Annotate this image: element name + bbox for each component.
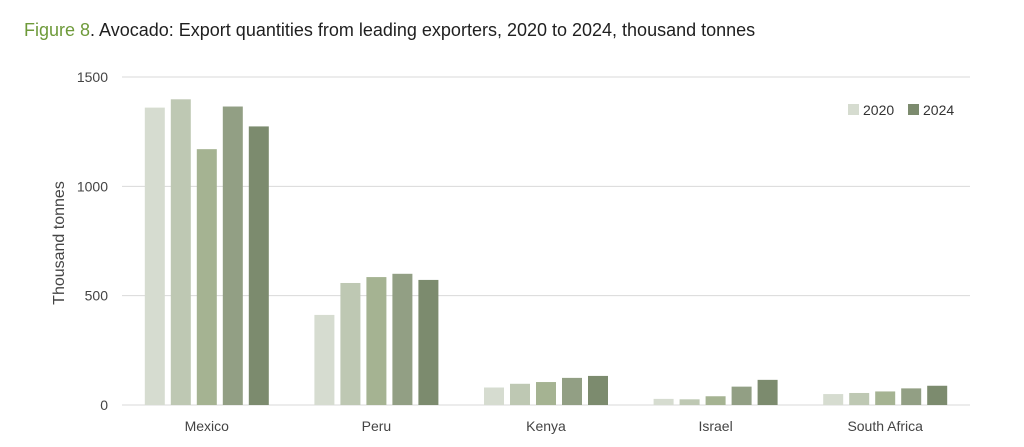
bar-mexico-4	[248, 126, 269, 405]
bar-kenya-2	[536, 382, 556, 405]
figure-title-text: . Avocado: Export quantities from leadin…	[90, 20, 756, 40]
bar-israel-0	[653, 398, 674, 405]
bar-kenya-0	[484, 387, 504, 405]
legend-label: 2024	[923, 102, 954, 118]
bar-mexico-2	[196, 149, 217, 405]
x-tick-label: Mexico	[185, 418, 230, 434]
legend-label: 2020	[863, 102, 894, 118]
x-tick-label: Kenya	[526, 418, 566, 434]
figure-label: Figure 8	[24, 20, 91, 40]
x-tick-label: Peru	[362, 418, 392, 434]
x-axis-ticks: Mexico Peru Kenya Israel South Africa	[185, 418, 924, 434]
bar-peru-0	[314, 314, 335, 405]
bar-peru-3	[392, 273, 413, 405]
bar-mexico-3	[222, 106, 243, 406]
bar-mexico-0	[144, 107, 165, 405]
y-tick-label: 1500	[77, 69, 108, 85]
bar-mexico-1	[170, 99, 191, 405]
x-tick-label: Israel	[698, 418, 732, 434]
bar-peru-4	[418, 279, 439, 405]
bar-israel-3	[731, 386, 752, 405]
bar-israel-4	[757, 379, 778, 405]
bar-south-africa-3	[901, 388, 922, 405]
bar-peru-1	[340, 282, 361, 405]
bar-peru-2	[366, 277, 387, 405]
bar-kenya-3	[562, 377, 582, 405]
y-tick-label: 0	[100, 397, 108, 413]
bar-kenya-1	[510, 383, 530, 405]
bar-kenya-4	[588, 375, 608, 405]
bar-israel-2	[705, 396, 726, 405]
figure-title: Figure 8. Avocado: Export quantities fro…	[24, 20, 755, 41]
bar-south-africa-4	[927, 385, 948, 405]
y-axis-ticks: 0 500 1000 1500	[77, 69, 108, 413]
y-axis-title: Thousand tonnes	[51, 181, 68, 305]
y-tick-label: 1000	[77, 178, 108, 194]
bar-south-africa-1	[849, 392, 870, 405]
y-tick-label: 500	[85, 288, 109, 304]
bars	[144, 99, 948, 406]
bar-south-africa-2	[875, 391, 896, 405]
legend-swatch	[848, 104, 859, 115]
bar-israel-1	[679, 399, 700, 405]
legend: 2020 2024	[848, 102, 954, 118]
x-tick-label: South Africa	[847, 418, 923, 434]
bar-south-africa-0	[823, 394, 844, 405]
legend-swatch	[908, 104, 919, 115]
